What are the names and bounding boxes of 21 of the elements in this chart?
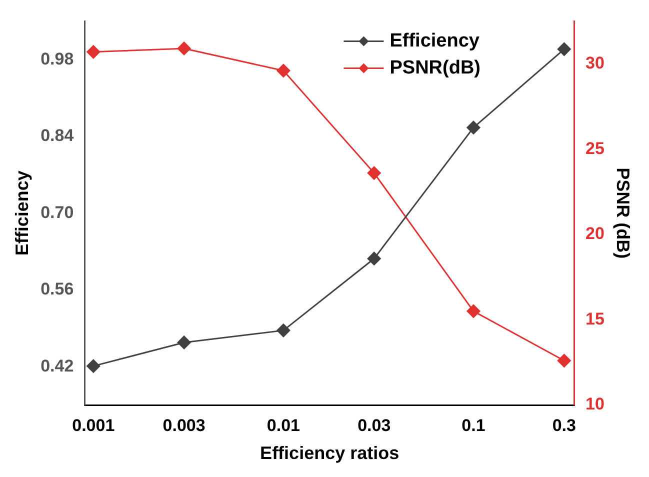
y-tick-label: 0.84: [40, 126, 74, 146]
y-tick-label: 0.42: [40, 356, 74, 376]
x-tick-label: 0.003: [162, 416, 206, 435]
x-tick-label: 0.1: [462, 416, 486, 435]
x-axis-title: Efficiency ratios: [260, 443, 400, 464]
x-tick-label: 0.03: [358, 416, 391, 435]
legend-label: PSNR(dB): [390, 57, 481, 78]
y2-tick-label: 15: [585, 309, 604, 328]
y2-tick-label: 10: [585, 394, 604, 414]
y-axis-title: Efficiency: [12, 170, 32, 256]
y2-tick-label: 25: [585, 138, 604, 158]
y2-tick-label: 20: [585, 224, 604, 244]
y-tick-label: 0.70: [40, 202, 74, 222]
y2-tick-label: 30: [585, 54, 604, 73]
y2-axis-title: PSNR (dB): [613, 168, 634, 259]
x-tick-label: 0.001: [72, 416, 115, 435]
legend-label: Efficiency: [390, 30, 480, 52]
x-tick-label: 0.01: [266, 416, 300, 435]
y-tick-label: 0.56: [40, 280, 74, 299]
x-tick-label: 0.3: [552, 416, 576, 435]
y-tick-label: 0.98: [40, 49, 74, 68]
